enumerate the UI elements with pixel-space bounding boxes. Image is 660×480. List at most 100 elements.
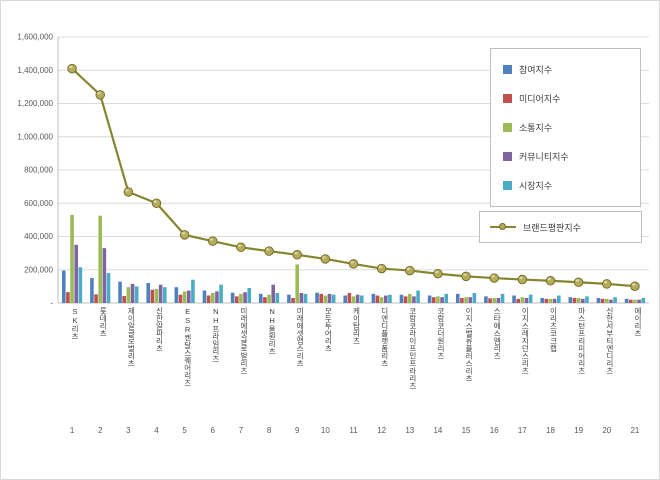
legend-line-sample xyxy=(490,222,516,230)
bar-시장지수 xyxy=(528,294,533,303)
rank-label: 9 xyxy=(295,426,300,435)
legend-line-series: 브랜드평판지수 xyxy=(479,211,642,243)
rank-label: 2 xyxy=(98,426,103,435)
bar-미디어지수 xyxy=(122,296,127,303)
bar-소통지수 xyxy=(351,296,356,303)
bar-참여지수 xyxy=(371,293,376,303)
line-marker-icon xyxy=(433,268,443,279)
bar-참여지수 xyxy=(624,298,629,303)
bar-커뮤니티지수 xyxy=(440,297,444,303)
bar-소통지수 xyxy=(436,296,440,303)
line-marker-icon xyxy=(545,275,556,286)
bar-미디어지수 xyxy=(600,298,605,303)
bar-커뮤니티지수 xyxy=(215,291,219,303)
legend-swatch-icon xyxy=(503,94,512,103)
bar-시장지수 xyxy=(388,294,392,303)
bar-커뮤니티지수 xyxy=(552,298,557,303)
rank-label: 20 xyxy=(602,426,611,435)
line-marker-icon xyxy=(348,259,359,269)
legend-item: 커뮤니티지수 xyxy=(503,142,634,171)
bar-커뮤니티지수 xyxy=(102,248,107,303)
bar-미디어지수 xyxy=(403,296,408,303)
bar-참여지수 xyxy=(202,290,207,303)
bar-미디어지수 xyxy=(544,298,549,303)
bar-커뮤니티지수 xyxy=(186,290,191,303)
legend-swatch-icon xyxy=(503,65,512,74)
bar-소통지수 xyxy=(267,294,271,303)
line-marker-icon xyxy=(573,277,584,287)
rank-label: 3 xyxy=(126,426,131,435)
line-marker-icon xyxy=(236,242,246,253)
bar-커뮤니티지수 xyxy=(468,297,473,303)
bar-커뮤니티지수 xyxy=(243,292,247,303)
bar-커뮤니티지수 xyxy=(130,283,135,303)
legend-item: 소통지수 xyxy=(503,113,634,142)
bar-참여지수 xyxy=(230,292,235,303)
line-marker-icon xyxy=(602,279,612,289)
legend-swatch-icon xyxy=(503,123,512,132)
bar-시장지수 xyxy=(134,286,139,303)
bar-미디어지수 xyxy=(628,299,633,303)
rank-label: 16 xyxy=(490,426,499,435)
bar-미디어지수 xyxy=(319,293,324,303)
bar-미디어지수 xyxy=(431,297,436,303)
bar-시장지수 xyxy=(219,284,223,303)
bar-소통지수 xyxy=(154,288,159,303)
rank-label: 8 xyxy=(267,426,272,435)
bar-커뮤니티지수 xyxy=(496,298,501,303)
bar-소통지수 xyxy=(464,297,468,303)
bar-미디어지수 xyxy=(206,295,211,303)
bar-소통지수 xyxy=(210,293,215,303)
bar-커뮤니티지수 xyxy=(609,299,613,303)
rank-label: 19 xyxy=(574,426,583,435)
bar-미디어지수 xyxy=(66,292,70,303)
legend-swatch-icon xyxy=(503,181,512,190)
bar-참여지수 xyxy=(427,295,432,303)
bar-시장지수 xyxy=(163,287,167,303)
bar-시장지수 xyxy=(641,298,646,303)
bar-커뮤니티지수 xyxy=(412,296,416,303)
rank-label: 17 xyxy=(518,426,527,435)
legend-label: 커뮤니티지수 xyxy=(519,152,569,162)
bar-커뮤니티지수 xyxy=(637,299,641,303)
bar-커뮤니티지수 xyxy=(299,293,304,303)
bar-커뮤니티지수 xyxy=(524,298,529,303)
bar-시장지수 xyxy=(78,267,83,303)
bar-시장지수 xyxy=(247,288,252,303)
rank-label: 18 xyxy=(546,426,555,435)
rank-label: 5 xyxy=(182,426,187,435)
bar-시장지수 xyxy=(613,297,617,303)
bar-미디어지수 xyxy=(234,296,239,303)
bar-소통지수 xyxy=(126,287,131,303)
rank-label: 12 xyxy=(377,426,386,435)
bar-소통지수 xyxy=(492,298,497,303)
legend-label: 시장지수 xyxy=(519,181,553,191)
bar-소통지수 xyxy=(98,215,103,303)
bar-참여지수 xyxy=(61,270,66,303)
bar-시장지수 xyxy=(585,296,589,303)
bar-참여지수 xyxy=(568,297,573,303)
bar-미디어지수 xyxy=(488,298,492,303)
legend-line-marker-icon xyxy=(499,222,506,230)
legend-label: 참여지수 xyxy=(519,65,553,75)
bar-미디어지수 xyxy=(516,298,521,303)
bar-미디어지수 xyxy=(291,298,295,303)
line-marker-icon xyxy=(95,90,105,100)
bar-미디어지수 xyxy=(460,298,464,303)
legend-label: 미디어지수 xyxy=(519,94,561,104)
bar-커뮤니티지수 xyxy=(580,298,585,303)
bar-소통지수 xyxy=(323,295,328,303)
bar-소통지수 xyxy=(520,297,525,303)
bar-시장지수 xyxy=(303,293,308,303)
legend-item-line: 브랜드평판지수 xyxy=(490,219,635,235)
rank-label: 1 xyxy=(70,426,75,435)
rank-label: 10 xyxy=(321,426,330,435)
y-axis-tick-label: 400,000 xyxy=(24,232,53,241)
line-marker-icon xyxy=(320,254,331,264)
rank-label: 7 xyxy=(239,426,244,435)
line-marker-icon xyxy=(489,273,499,283)
y-axis-tick-label: 600,000 xyxy=(24,199,53,208)
bar-시장지수 xyxy=(557,295,561,303)
bar-참여지수 xyxy=(118,281,122,303)
rank-label: 15 xyxy=(462,426,471,435)
